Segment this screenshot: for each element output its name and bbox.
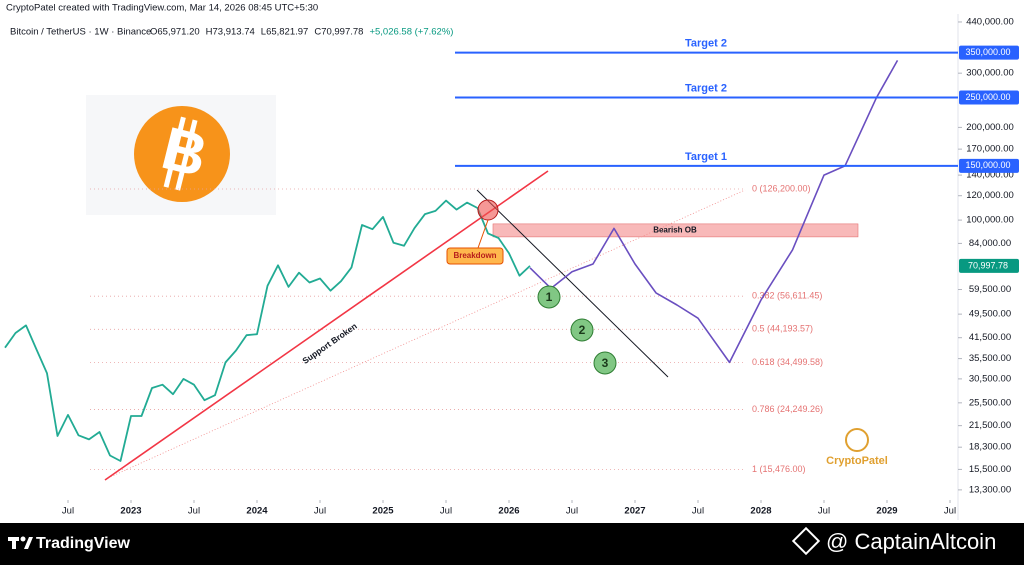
footer-brand: TradingView bbox=[36, 535, 131, 552]
x-tick-label: 2024 bbox=[246, 506, 268, 517]
brand-logo bbox=[20, 536, 26, 542]
y-tick-label: 440,000.00 bbox=[966, 16, 1014, 27]
fib-label: 0 (126,200.00) bbox=[752, 183, 811, 193]
callout-pointer bbox=[477, 219, 489, 249]
x-tick-label: Jul bbox=[62, 506, 74, 517]
ohlc-value: H73,913.74 bbox=[206, 27, 255, 38]
fib-label: 0.618 (34,499.58) bbox=[752, 357, 823, 367]
watermark: CryptoPatel bbox=[826, 455, 888, 467]
target-label: Target 2 bbox=[685, 82, 727, 94]
x-tick-label: 2026 bbox=[498, 506, 519, 517]
step-label: 3 bbox=[602, 356, 609, 370]
ohlc-value: L65,821.97 bbox=[261, 27, 309, 38]
bearish-ob-zone bbox=[492, 223, 859, 238]
y-tick-label: 100,000.00 bbox=[966, 215, 1014, 226]
step-circle bbox=[593, 351, 617, 375]
y-tick-label: 21,500.00 bbox=[969, 420, 1011, 431]
price-box bbox=[959, 45, 1019, 60]
x-tick-label: 2025 bbox=[372, 506, 394, 517]
footer-bar bbox=[0, 523, 1024, 565]
last-price-label: 70,997.78 bbox=[968, 260, 1008, 270]
ohlc-legend: O65,971.20 H73,913.74 L65,821.97 C70,997.78… bbox=[150, 27, 453, 38]
y-tick-label: 41,500.00 bbox=[969, 332, 1011, 343]
symbol-title: Bitcoin / TetherUS · 1W · Binance bbox=[10, 27, 151, 38]
ohlc-value: O65,971.20 bbox=[150, 27, 200, 38]
watermark-icon bbox=[845, 428, 869, 452]
x-tick-label: Jul bbox=[944, 506, 956, 517]
y-tick-label: 35,500.00 bbox=[969, 353, 1011, 364]
y-tick-label: 120,000.00 bbox=[966, 190, 1014, 201]
y-tick-label: 30,500.00 bbox=[969, 373, 1011, 384]
price-box bbox=[959, 158, 1019, 173]
y-tick-label: 25,500.00 bbox=[969, 397, 1011, 408]
price-box-label: 250,000.00 bbox=[965, 92, 1010, 102]
fib-label: 0.5 (44,193.57) bbox=[752, 324, 813, 334]
y-tick-label: 170,000.00 bbox=[966, 144, 1014, 155]
target-label: Target 1 bbox=[685, 151, 727, 163]
x-tick-label: Jul bbox=[818, 506, 830, 517]
credit: CryptoPatel created with TradingView.com… bbox=[6, 3, 318, 14]
y-tick-label: 84,000.00 bbox=[969, 238, 1011, 249]
x-tick-label: 2029 bbox=[876, 506, 897, 517]
ohlc-value: C70,997.78 bbox=[314, 27, 363, 38]
price-box-label: 150,000.00 bbox=[965, 160, 1010, 170]
footer-icon bbox=[791, 526, 821, 556]
x-tick-label: Jul bbox=[566, 506, 578, 517]
y-tick-label: 13,300.00 bbox=[969, 484, 1011, 495]
x-tick-label: Jul bbox=[314, 506, 326, 517]
x-tick-label: 2023 bbox=[120, 506, 141, 517]
resistance-trendline bbox=[476, 189, 669, 378]
x-tick-label: 2028 bbox=[750, 506, 771, 517]
y-tick-label: 59,500.00 bbox=[969, 284, 1011, 295]
dotted-trendline bbox=[107, 189, 746, 479]
y-tick-label: 140,000.00 bbox=[966, 170, 1014, 181]
logo-bar bbox=[163, 116, 186, 188]
y-tick-label: 15,500.00 bbox=[969, 464, 1011, 475]
step-label: 1 bbox=[546, 290, 553, 304]
breakdown-label: Breakdown bbox=[453, 251, 496, 260]
step-label: 2 bbox=[579, 323, 586, 337]
breakdown-callout bbox=[446, 247, 504, 265]
ohlc-value: +5,026.58 (+7.62%) bbox=[369, 27, 453, 38]
x-tick-label: Jul bbox=[692, 506, 704, 517]
fib-layer: 0 (126,200.00) 0.382 (56,611.45) 0.5 (44,1… bbox=[90, 183, 859, 474]
brand-logo bbox=[12, 537, 16, 549]
brand-logo bbox=[24, 537, 33, 549]
price-line bbox=[4, 199, 531, 462]
y-tick-label: 49,500.00 bbox=[969, 309, 1011, 320]
price-box-label: 350,000.00 bbox=[965, 47, 1010, 57]
price-box bbox=[959, 90, 1019, 105]
step-circle bbox=[570, 318, 594, 342]
support-trendline bbox=[104, 170, 549, 481]
footer-credit: @ CaptainAltcoin bbox=[826, 529, 996, 554]
projection-line bbox=[529, 60, 899, 364]
x-tick-label: 2027 bbox=[624, 506, 645, 517]
last-price-box bbox=[959, 258, 1019, 273]
fib-label: 0.786 (24,249.26) bbox=[752, 404, 823, 414]
fib-label: 1 (15,476.00) bbox=[752, 464, 806, 474]
plot bbox=[4, 60, 899, 462]
step-circle bbox=[537, 285, 561, 309]
fib-label: 0.382 (56,611.45) bbox=[752, 291, 822, 301]
y-tick-label: 200,000.00 bbox=[966, 122, 1014, 133]
logo-bar bbox=[175, 119, 198, 191]
zone-label: Bearish OB bbox=[653, 225, 697, 234]
breakdown-marker bbox=[477, 199, 499, 221]
footer-icon-shape bbox=[791, 526, 821, 556]
bitcoin-logo bbox=[134, 106, 230, 202]
x-tick-label: Jul bbox=[440, 506, 452, 517]
y-tick-label: 18,300.00 bbox=[969, 442, 1011, 453]
x-tick-label: Jul bbox=[188, 506, 200, 517]
y-tick-label: 300,000.00 bbox=[966, 68, 1014, 79]
target-label: Target 2 bbox=[685, 37, 727, 49]
